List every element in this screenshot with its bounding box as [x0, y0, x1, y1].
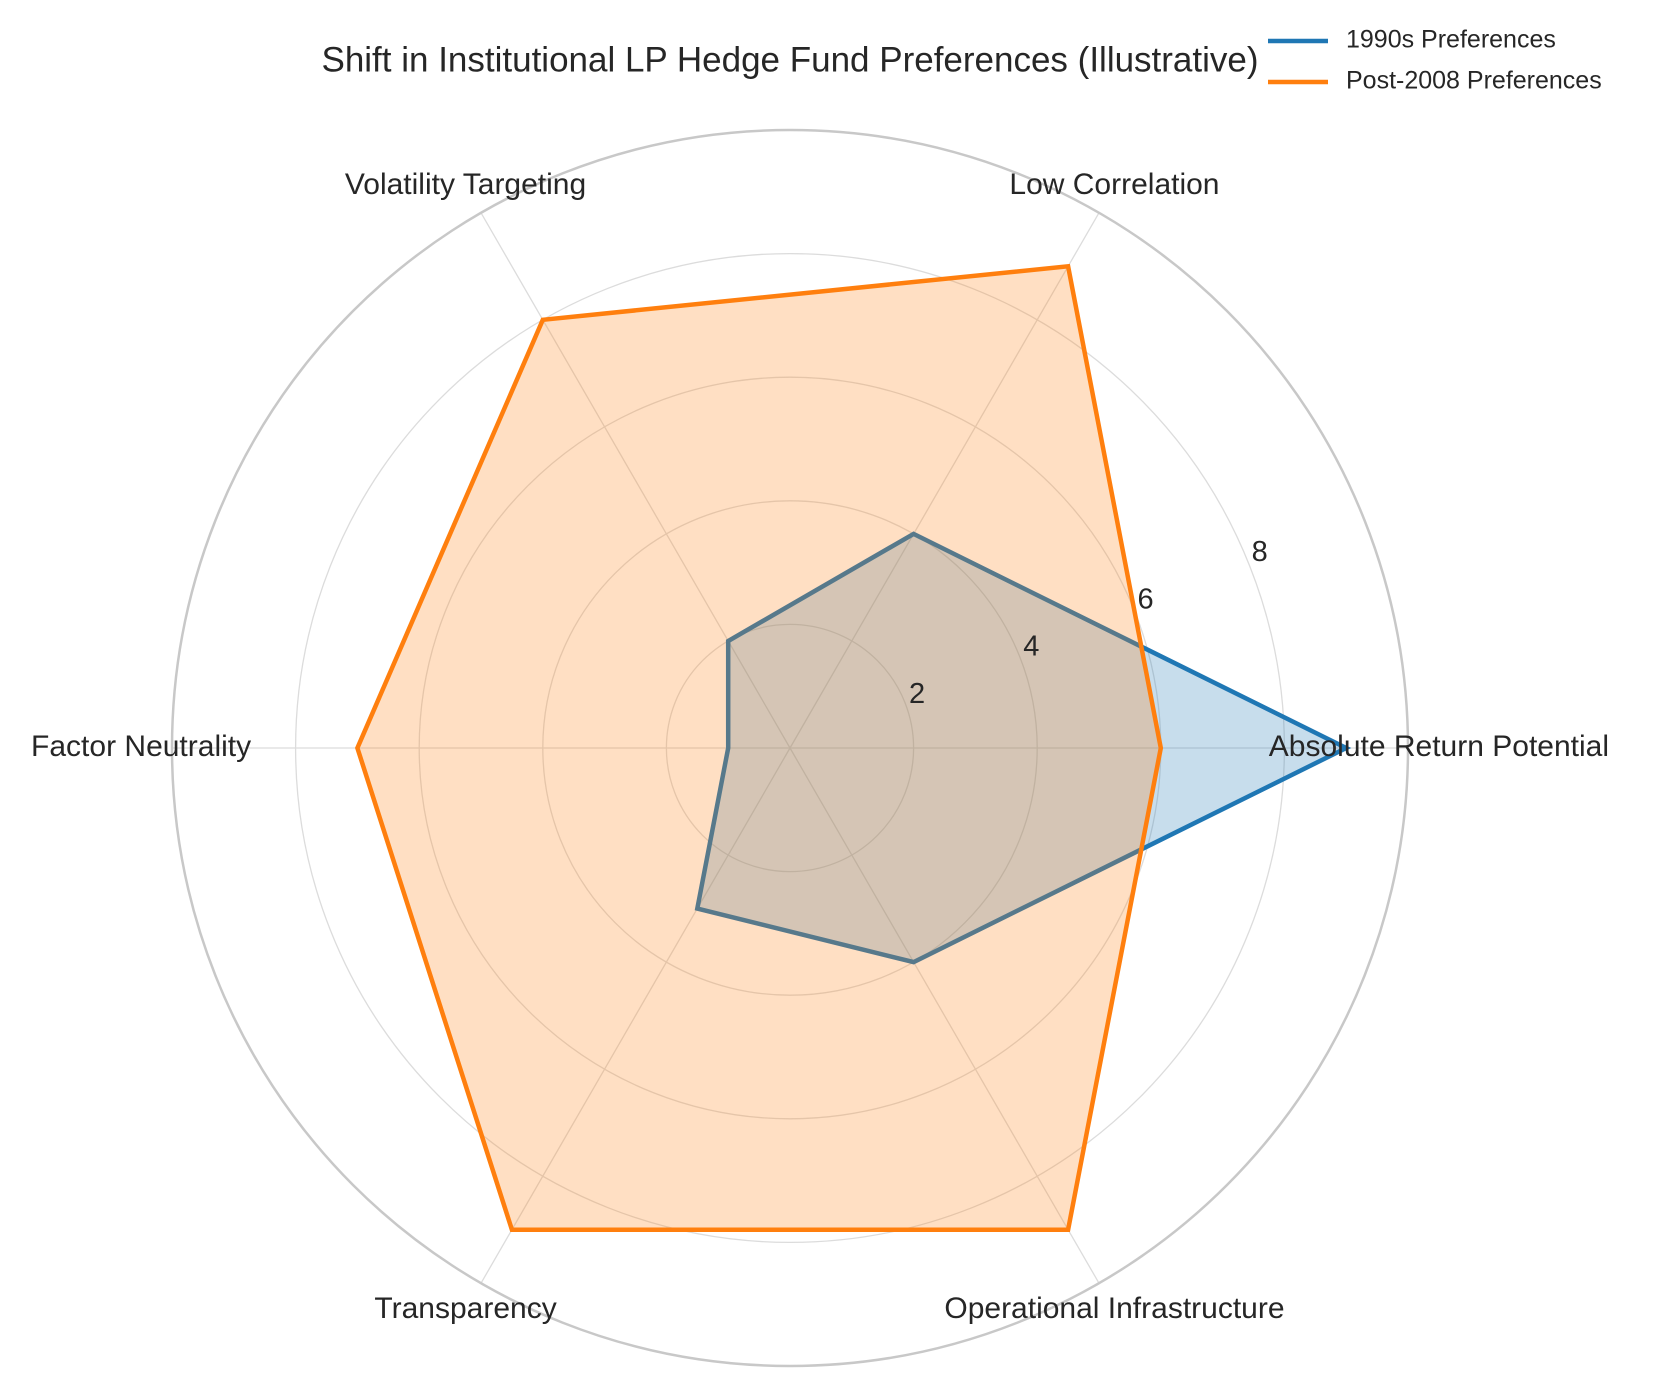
series-area: [697, 533, 1347, 963]
spoke: [789, 747, 1100, 1284]
r-tick-label: 4: [1023, 631, 1039, 663]
r-tick-label: 2: [909, 678, 925, 710]
category-label: Absolute Return Potential: [1269, 730, 1609, 763]
category-label: Factor Neutrality: [31, 730, 251, 763]
series-line: [354, 263, 1164, 1232]
legend-label: 1990s Preferences: [1346, 26, 1556, 54]
r-tick-label: 8: [1252, 536, 1268, 568]
series-line: [694, 531, 1352, 965]
category-label: Transparency: [374, 1292, 556, 1325]
legend-label: Post-2008 Preferences: [1346, 67, 1602, 95]
outer-frame: [170, 128, 1410, 1368]
spoke: [789, 212, 1100, 749]
spoke: [480, 212, 791, 749]
chart-title: Shift in Institutional LP Hedge Fund Pre…: [321, 40, 1258, 79]
r-tick-label: 6: [1137, 583, 1153, 615]
spoke: [480, 747, 791, 1284]
category-label: Low Correlation: [1009, 168, 1219, 201]
category-label: Volatility Targeting: [345, 168, 586, 201]
series-area: [357, 266, 1161, 1230]
category-label: Operational Infrastructure: [944, 1292, 1284, 1325]
